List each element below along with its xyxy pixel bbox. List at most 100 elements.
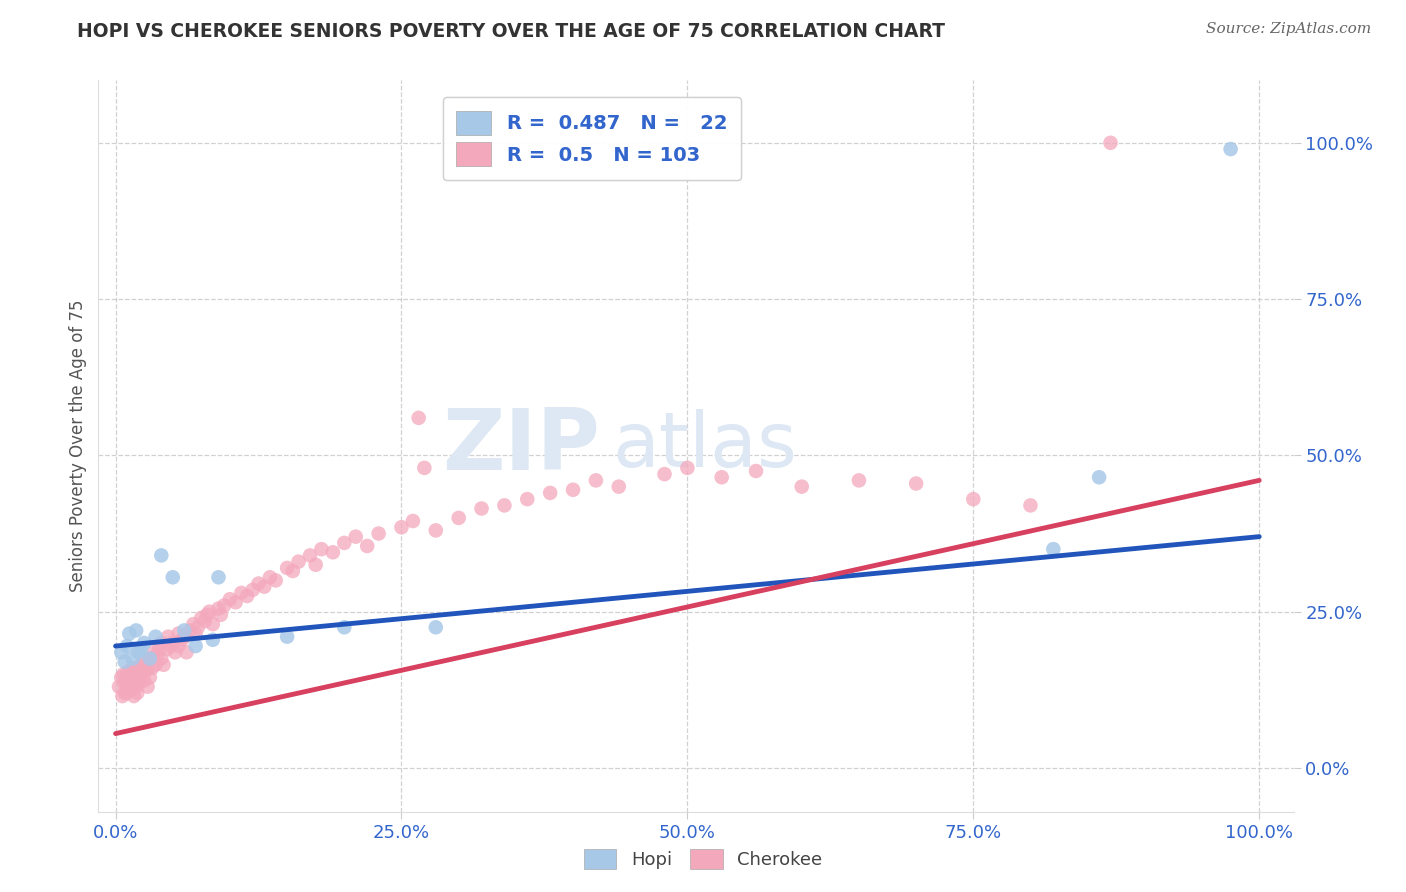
Point xyxy=(173,624,195,638)
Point xyxy=(195,607,218,622)
Point xyxy=(311,542,333,557)
Point xyxy=(447,511,470,525)
Point xyxy=(276,630,298,644)
Point xyxy=(242,582,264,597)
Point xyxy=(121,651,143,665)
Point xyxy=(247,576,270,591)
Point xyxy=(115,639,138,653)
Point xyxy=(236,589,259,603)
Point xyxy=(110,645,132,659)
Point xyxy=(115,673,138,688)
Point xyxy=(287,555,309,569)
Point xyxy=(159,639,181,653)
Point xyxy=(127,645,149,659)
Point xyxy=(162,570,184,584)
Point xyxy=(152,657,174,672)
Point xyxy=(276,561,298,575)
Point xyxy=(402,514,425,528)
Point xyxy=(145,657,167,672)
Point xyxy=(122,689,145,703)
Point xyxy=(127,676,149,690)
Point xyxy=(367,526,389,541)
Point xyxy=(125,624,148,638)
Point xyxy=(848,474,870,488)
Point xyxy=(212,599,235,613)
Point xyxy=(114,676,136,690)
Legend: R =  0.487   N =   22, R =  0.5   N = 103: R = 0.487 N = 22, R = 0.5 N = 103 xyxy=(443,97,741,180)
Point xyxy=(198,605,221,619)
Point xyxy=(905,476,928,491)
Point xyxy=(131,657,153,672)
Point xyxy=(139,651,162,665)
Text: Source: ZipAtlas.com: Source: ZipAtlas.com xyxy=(1205,22,1371,37)
Point xyxy=(163,645,186,659)
Point xyxy=(167,626,190,640)
Point xyxy=(298,549,321,563)
Point xyxy=(194,614,217,628)
Point xyxy=(110,670,132,684)
Point xyxy=(120,682,142,697)
Point xyxy=(118,680,141,694)
Point xyxy=(128,670,150,684)
Point xyxy=(231,586,253,600)
Point xyxy=(121,676,143,690)
Point xyxy=(470,501,492,516)
Point xyxy=(207,601,229,615)
Point xyxy=(134,664,156,678)
Point xyxy=(118,626,141,640)
Point xyxy=(494,499,516,513)
Point xyxy=(111,689,134,703)
Point xyxy=(139,651,162,665)
Point xyxy=(183,617,205,632)
Point xyxy=(305,558,328,572)
Point xyxy=(179,624,201,638)
Point xyxy=(136,661,159,675)
Point xyxy=(253,580,276,594)
Point xyxy=(710,470,733,484)
Point xyxy=(1099,136,1122,150)
Point xyxy=(356,539,378,553)
Point xyxy=(127,661,149,675)
Point xyxy=(115,686,138,700)
Point xyxy=(962,492,984,507)
Point xyxy=(1042,542,1064,557)
Point xyxy=(145,630,167,644)
Point xyxy=(184,639,207,653)
Point xyxy=(142,645,165,659)
Point xyxy=(1088,470,1111,484)
Point xyxy=(745,464,768,478)
Point xyxy=(562,483,585,497)
Point xyxy=(425,524,447,538)
Point xyxy=(413,461,436,475)
Point xyxy=(150,549,173,563)
Point xyxy=(264,574,287,588)
Point xyxy=(173,630,195,644)
Point xyxy=(141,661,163,675)
Point xyxy=(118,664,141,678)
Point xyxy=(201,632,224,647)
Point xyxy=(134,655,156,669)
Point xyxy=(187,620,209,634)
Point xyxy=(209,607,232,622)
Point xyxy=(150,636,173,650)
Point xyxy=(408,410,430,425)
Point xyxy=(162,636,184,650)
Point xyxy=(112,667,135,681)
Point xyxy=(114,655,136,669)
Point xyxy=(281,564,304,578)
Point xyxy=(333,536,356,550)
Point xyxy=(125,664,148,678)
Point xyxy=(219,592,242,607)
Point xyxy=(344,530,367,544)
Point xyxy=(121,673,143,688)
Point xyxy=(585,474,607,488)
Point xyxy=(1019,499,1042,513)
Point xyxy=(190,611,212,625)
Point xyxy=(167,639,190,653)
Point xyxy=(129,642,152,657)
Text: ZIP: ZIP xyxy=(443,404,600,488)
Point xyxy=(176,645,198,659)
Point xyxy=(125,680,148,694)
Point xyxy=(134,673,156,688)
Point xyxy=(676,461,699,475)
